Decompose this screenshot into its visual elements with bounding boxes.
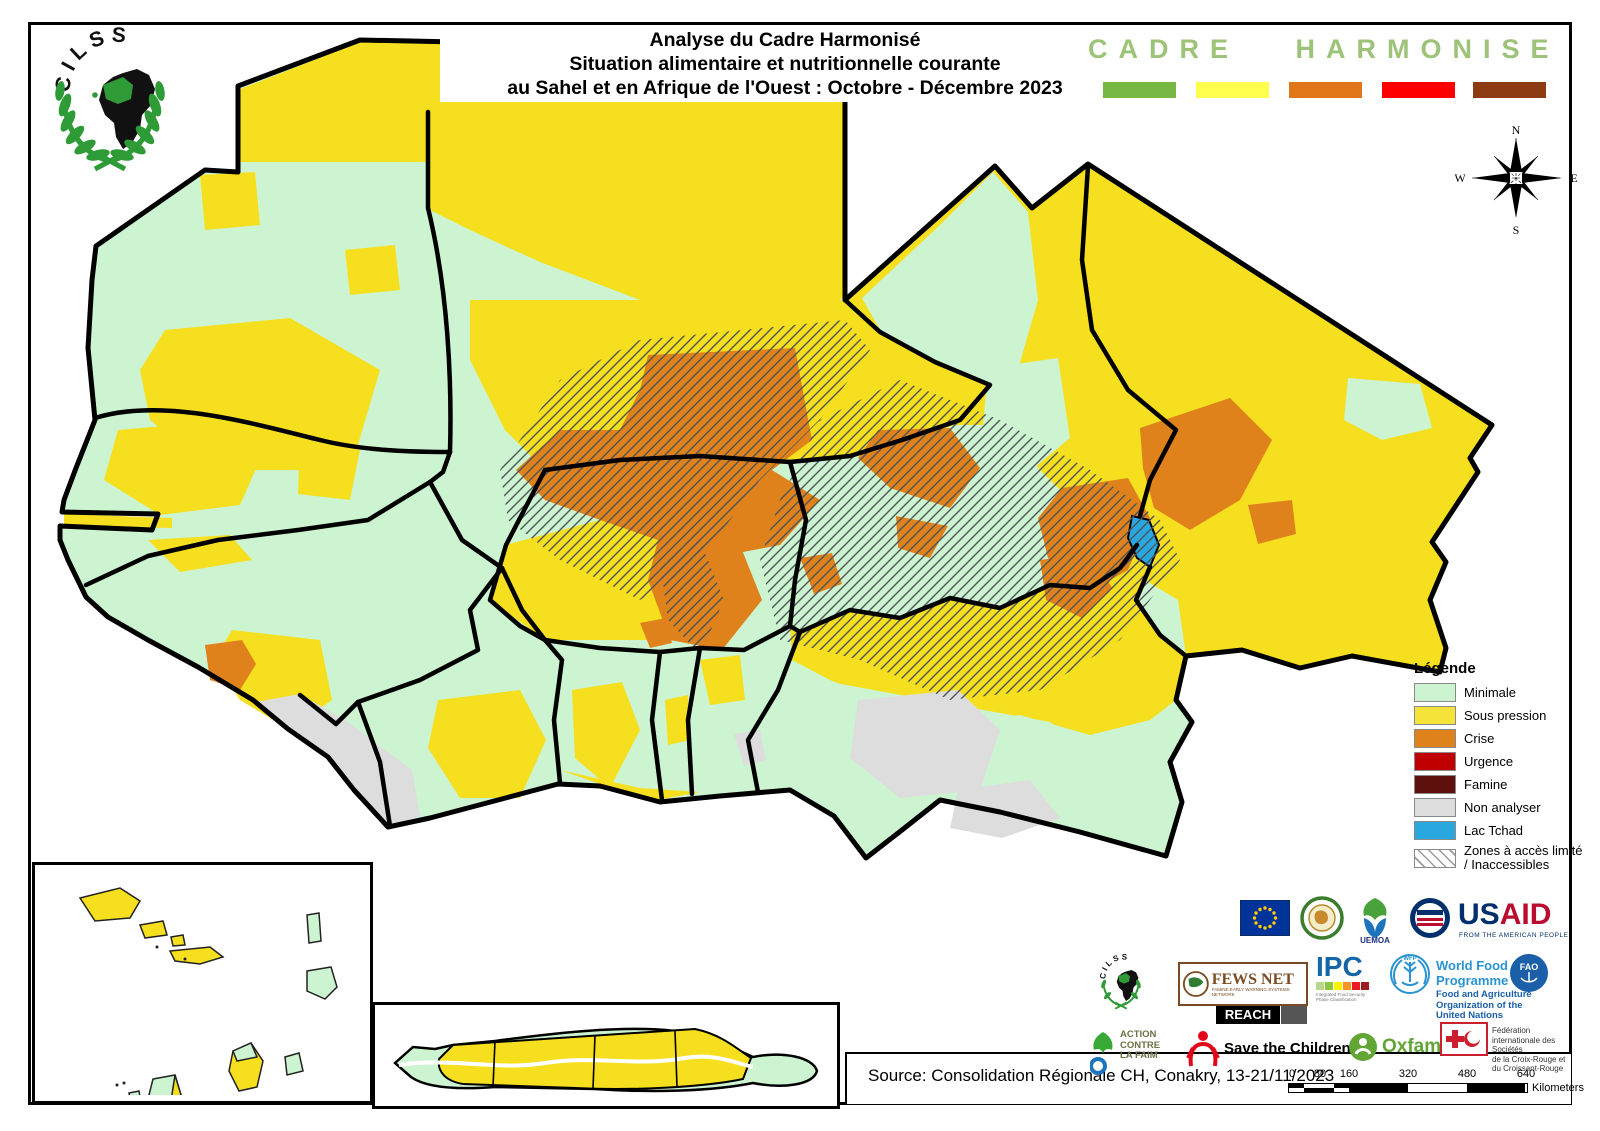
compass-n: N [1512, 124, 1521, 137]
cape-verde-inset [32, 862, 373, 1106]
legend-item-non-analyser: Non analyser [1414, 798, 1584, 817]
source-text: Source: Consolidation Régionale CH, Cona… [868, 1066, 1335, 1085]
scale-unit: Kilometers [1532, 1082, 1584, 1094]
brand-bar-urgence [1382, 82, 1455, 98]
redcross-redcrescent-icon [1440, 1022, 1488, 1056]
fao-wordmark: Food and Agriculture Organization of the U… [1436, 989, 1532, 1021]
wfp-emblem: WFP [1390, 954, 1430, 994]
compass-rose: N S W E [1454, 124, 1577, 236]
cadre-harmonise-brand: CADRE HARMONISE [1088, 34, 1560, 64]
legend-item-famine: Famine [1414, 775, 1584, 794]
svg-text:WFP: WFP [1403, 956, 1416, 962]
fewsnet-logo: FEWS NET FAMINE EARLY WARNING SYSTEMS NE… [1178, 962, 1308, 1006]
fewsnet-globe-icon [1182, 971, 1209, 997]
swatch-urgence [1414, 752, 1456, 771]
map-title: Analyse du Cadre Harmonisé Situation ali… [440, 26, 1130, 102]
wfp-wordmark: World Food Programme [1436, 958, 1509, 988]
limited-access-hatch [500, 320, 1180, 700]
scale-bar: 0 80 160 320 480 640 Kilometers [1288, 1068, 1584, 1094]
brand-bar-crise [1289, 82, 1362, 98]
legend-item-sous-pression: Sous pression [1414, 706, 1584, 725]
swatch-famine [1414, 775, 1456, 794]
svg-text:FAO: FAO [1520, 962, 1539, 972]
legend-item-lac-tchad: Lac Tchad [1414, 821, 1584, 840]
brand-bar-sous-pression [1196, 82, 1269, 98]
swatch-sous-pression [1414, 706, 1456, 725]
legend-item-minimale: Minimale [1414, 683, 1584, 702]
cilss-logo: CILSS [51, 25, 165, 172]
legend-item-zones-acces-limite: Zones à accès limité / Inaccessibles [1414, 844, 1584, 872]
ecowas-logo [1300, 896, 1344, 940]
svg-text:UEMOA: UEMOA [1360, 936, 1390, 944]
brand-bar-minimale [1103, 82, 1176, 98]
uemoa-logo: UEMOA [1360, 898, 1390, 944]
legend-item-crise: Crise [1414, 729, 1584, 748]
save-the-children-wordmark: Save the Children [1224, 1040, 1351, 1057]
country-borders [83, 109, 1189, 829]
ipc-logo: IPC Integrated Food Security Phase Class… [1316, 953, 1376, 1002]
swatch-crise [1414, 729, 1456, 748]
compass-s: S [1513, 223, 1520, 236]
usaid-seal [1410, 898, 1450, 938]
ifrc-wordmark: Fédération internationale des Sociétés de… [1492, 1026, 1566, 1073]
swatch-lac-tchad [1414, 821, 1456, 840]
title-line1: Analyse du Cadre Harmonisé [649, 29, 921, 51]
swatch-minimale [1414, 683, 1456, 702]
legend-item-urgence: Urgence [1414, 752, 1584, 771]
cilss-small-logo: CILSS [1098, 952, 1141, 1010]
reach-logo: REACH [1216, 1006, 1280, 1024]
laurel-wreath [55, 81, 165, 172]
west-africa-highlight [103, 77, 133, 104]
source-strip [845, 1052, 1571, 1104]
swatch-hatch [1414, 848, 1456, 868]
acf-glyph [1090, 1032, 1113, 1075]
title-line3: au Sahel et en Afrique de l'Ouest : Octo… [507, 77, 1063, 99]
acf-wordmark: ACTION CONTRE LA FAIM [1120, 1029, 1161, 1061]
legend: Légende Minimale Sous pression Crise Urg… [1414, 660, 1584, 876]
brand-bar-famine [1473, 82, 1546, 98]
fao-emblem: FAO [1510, 954, 1548, 992]
reach-badge [1281, 1006, 1307, 1024]
gambia-inset [372, 1002, 840, 1109]
usaid-wordmark: USAID [1458, 898, 1552, 931]
legend-title: Légende [1414, 660, 1476, 677]
swatch-non-analyser [1414, 798, 1456, 817]
eu-flag-logo [1240, 900, 1290, 936]
compass-e: E [1570, 171, 1577, 185]
oxfam-wordmark: Oxfam [1382, 1036, 1442, 1057]
save-the-children-glyph [1186, 1031, 1220, 1067]
compass-w: W [1454, 171, 1466, 185]
scale-bar-graphic [1288, 1083, 1528, 1093]
oxfam-glyph [1349, 1033, 1377, 1061]
usaid-tagline: FROM THE AMERICAN PEOPLE [1459, 932, 1569, 939]
title-line2: Situation alimentaire et nutritionnelle … [569, 53, 1001, 75]
west-africa-landmass [57, 37, 1495, 861]
